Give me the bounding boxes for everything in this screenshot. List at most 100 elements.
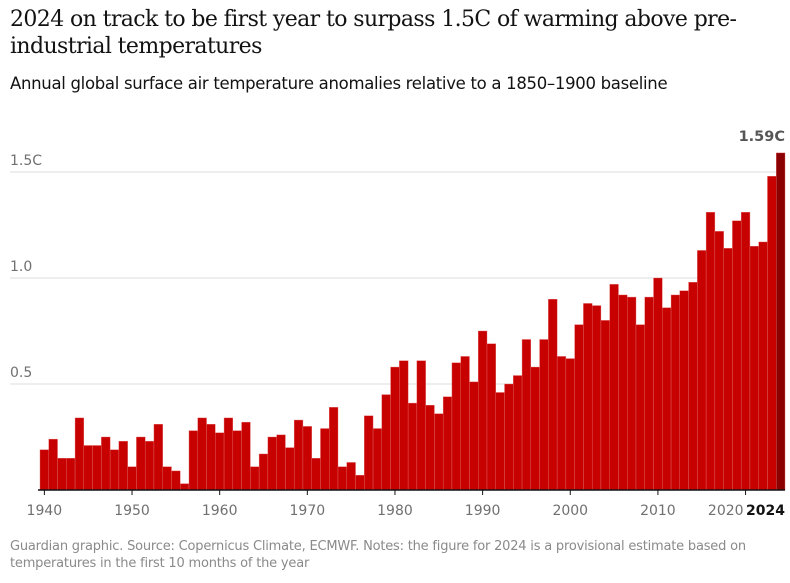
bar-1997 [539, 339, 549, 491]
bar-1975 [346, 462, 356, 491]
bar-1940 [39, 449, 49, 491]
bar-1995 [521, 339, 532, 491]
bar-2011 [662, 307, 672, 491]
bar-1952 [144, 441, 155, 491]
bar-2016 [705, 212, 716, 491]
bar-2006 [618, 294, 628, 491]
bar-1980 [390, 366, 400, 491]
bar-1957 [188, 430, 198, 491]
bar-2008 [635, 324, 645, 491]
bar-1955 [171, 470, 181, 491]
x-tick-label: 2010 [640, 503, 676, 519]
bar-1948 [109, 449, 120, 491]
bar-1989 [469, 381, 479, 491]
bar-1953 [153, 424, 163, 491]
bar-1985 [434, 413, 444, 491]
bar-1944 [74, 417, 85, 491]
bar-1976 [355, 474, 365, 491]
bar-1958 [197, 417, 207, 491]
bar-1982 [407, 402, 418, 491]
bar-1965 [258, 453, 269, 491]
bar-1951 [136, 436, 146, 491]
bar-1981 [399, 360, 409, 491]
bar-2017 [714, 231, 724, 491]
bar-2012 [670, 294, 681, 491]
bar-1999 [556, 356, 567, 491]
bar-1996 [530, 366, 540, 491]
bar-2003 [591, 305, 602, 491]
bar-1961 [223, 417, 234, 491]
bar-1960 [215, 432, 225, 491]
bar-1943 [66, 458, 76, 491]
bar-1992 [495, 392, 505, 491]
bar-1986 [442, 396, 453, 491]
bar-1972 [320, 428, 330, 491]
bar-1969 [293, 419, 304, 491]
bar-2020 [740, 212, 751, 491]
bar-chart: 0.5 1.0 1.5C 1940 1950 1960 1970 1980 1990 2000 20… [10, 129, 786, 519]
y-tick-label: 1.5C [10, 153, 42, 169]
source-note: Guardian graphic. Source: Copernicus Cli… [10, 539, 746, 571]
y-tick-label: 0.5 [10, 365, 32, 381]
x-tick-label: 1940 [27, 503, 63, 519]
bar-2024 [776, 152, 786, 491]
bar-2013 [679, 290, 689, 491]
bar-1962 [232, 430, 242, 491]
bar-1941 [48, 438, 58, 491]
bar-2015 [697, 250, 707, 491]
bar-1998 [548, 299, 558, 491]
bar-1945 [83, 445, 93, 491]
bar-1994 [513, 375, 523, 491]
bar-2007 [627, 296, 637, 491]
bar-2002 [583, 303, 593, 491]
x-tick-label: 2000 [552, 503, 588, 519]
bar-1942 [57, 458, 67, 491]
bar-1993 [504, 383, 514, 491]
chart-subtitle: Annual global surface air temperature an… [10, 74, 668, 93]
bar-1946 [92, 445, 102, 491]
bar-1950 [127, 466, 137, 491]
bar-2001 [574, 324, 584, 491]
bar-1971 [311, 458, 321, 491]
x-tick-label: 1980 [377, 503, 413, 519]
bar-2014 [688, 282, 698, 491]
bar-1979 [381, 394, 391, 491]
bar-1974 [337, 466, 347, 491]
bar-2004 [600, 320, 610, 491]
bar-2018 [723, 248, 733, 491]
bar-2021 [749, 245, 759, 491]
y-tick-label: 1.0 [10, 259, 32, 275]
bar-2009 [644, 296, 654, 491]
bar-1991 [486, 343, 496, 491]
bar-1956 [180, 483, 190, 491]
bar-1966 [267, 436, 277, 491]
bar-2022 [758, 241, 768, 491]
bar-1947 [101, 436, 111, 491]
x-tick-label: 2020 [708, 503, 744, 519]
bar-1984 [425, 405, 435, 491]
bar-2000 [565, 358, 575, 491]
bar-1988 [460, 356, 470, 491]
bar-1959 [206, 424, 216, 491]
bar-1964 [250, 466, 260, 491]
bar-1967 [276, 434, 286, 491]
bar-1963 [241, 421, 251, 491]
bar-2023 [767, 176, 777, 491]
bar-1978 [372, 428, 383, 491]
bar-1968 [285, 447, 295, 491]
x-highlight-label: 2024 [746, 503, 785, 519]
bar-1973 [329, 407, 339, 491]
bar-1970 [302, 426, 312, 491]
x-tick-label: 1970 [290, 503, 326, 519]
x-tick-label: 1990 [465, 503, 501, 519]
bar-1977 [364, 415, 374, 491]
bar-1954 [162, 466, 172, 491]
x-tick-label: 1950 [114, 503, 150, 519]
bar-1983 [416, 360, 426, 491]
bar-2005 [609, 284, 619, 491]
bar-2019 [732, 220, 742, 491]
bar-2010 [653, 277, 663, 491]
chart-title: 2024 on track to be first year to surpas… [10, 7, 737, 59]
x-tick-label: 1960 [202, 503, 238, 519]
bar-1987 [451, 362, 461, 491]
